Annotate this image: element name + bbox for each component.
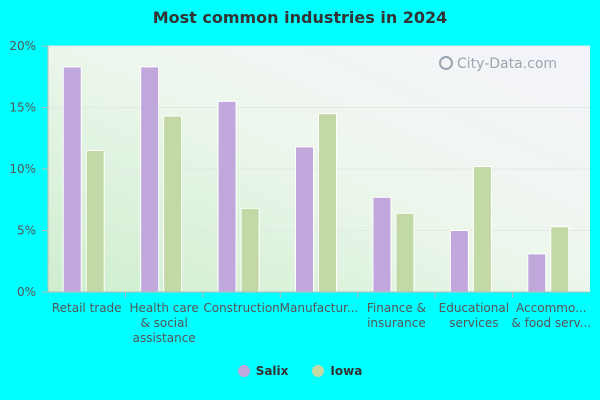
x-tick-label: Construction	[203, 301, 279, 315]
x-tick-label: Manufactur...	[280, 301, 359, 315]
bar-iowa	[472, 166, 492, 293]
y-tick-label: 10%	[9, 162, 36, 176]
bar-salix	[449, 230, 469, 293]
legend-swatch	[312, 365, 325, 377]
bar-iowa	[163, 115, 183, 293]
y-tick-label: 20%	[9, 39, 36, 53]
legend-item-iowa: Iowa	[312, 364, 362, 378]
x-tick-label: Educational services	[439, 301, 509, 330]
bar-iowa	[240, 207, 260, 293]
watermark: City-Data.com	[439, 56, 557, 72]
x-tick-label: Retail trade	[52, 301, 122, 315]
bar-salix	[140, 66, 160, 293]
legend-swatch	[237, 365, 250, 377]
y-tick-label: 15%	[9, 101, 36, 115]
bar-iowa	[550, 226, 570, 293]
bars	[62, 66, 570, 293]
bar-salix	[62, 66, 82, 293]
bar-salix	[372, 196, 392, 293]
legend: Salix Iowa	[0, 364, 600, 378]
watermark-text: City-Data.com	[457, 56, 557, 72]
x-axis: Retail trade Health care & social assistanc…	[48, 291, 591, 345]
bar-salix	[295, 146, 314, 293]
chart-title: Most common industries in 2024	[152, 8, 448, 27]
y-tick-label: 0%	[17, 285, 36, 299]
bar-iowa	[85, 150, 105, 293]
legend-label: Iowa	[330, 364, 363, 378]
magnifier-icon	[439, 56, 453, 70]
legend-label: Salix	[255, 364, 289, 378]
bar-iowa	[318, 113, 337, 293]
bar-salix	[527, 253, 547, 293]
bar-iowa	[395, 212, 415, 293]
y-tick-label: 5%	[17, 224, 36, 238]
legend-item-salix: Salix	[237, 364, 289, 378]
y-axis: 0% 5% 10% 15% 20%	[9, 39, 49, 299]
x-tick-label: Accommo... & food serv...	[511, 301, 591, 330]
x-tick-label: Health care & social assistance	[130, 301, 199, 345]
bar-salix	[217, 100, 237, 293]
x-tick-label: Finance & insurance	[367, 301, 426, 330]
